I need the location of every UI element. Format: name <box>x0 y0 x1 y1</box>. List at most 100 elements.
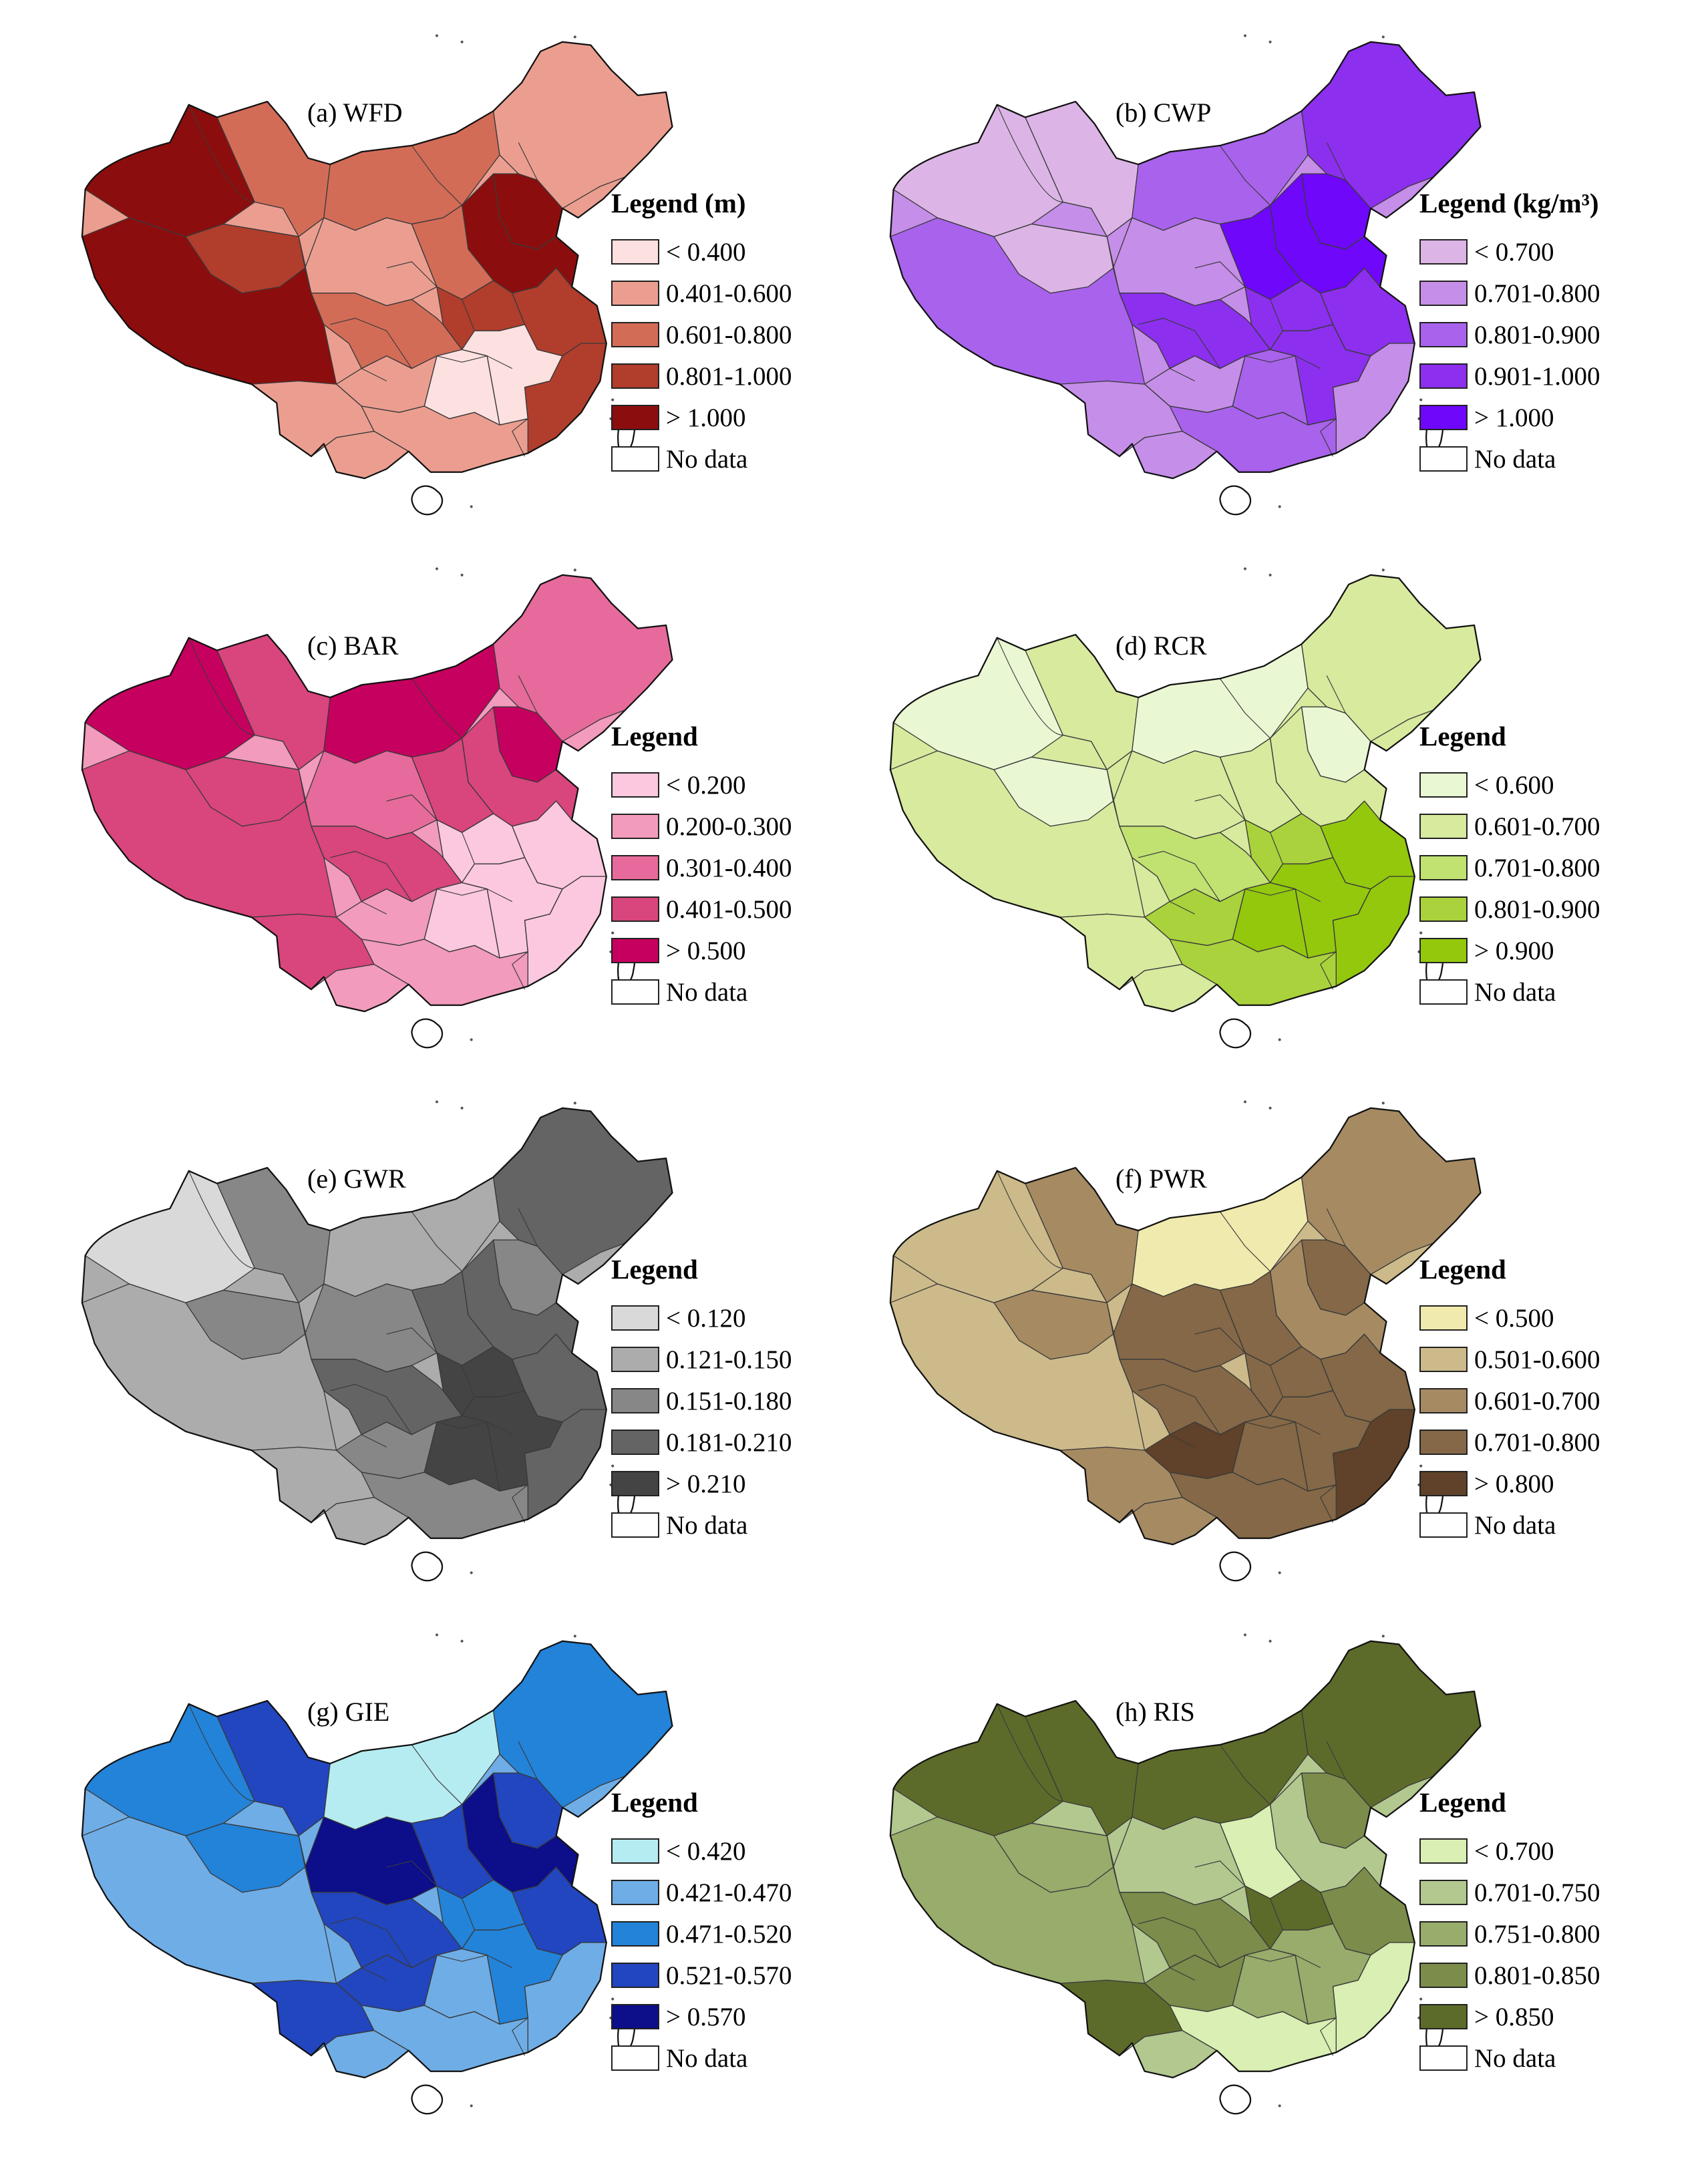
map-panel-d: (d) RCR Legend < 0.600 0.601-0.700 0.701-0.8… <box>828 546 1650 1081</box>
country-outline <box>81 1107 673 1546</box>
province-border <box>1119 2030 1217 2056</box>
legend-swatch <box>611 855 659 880</box>
province-border <box>493 1773 538 1849</box>
legend-item: 0.601-0.700 <box>1419 806 1600 847</box>
province-border <box>1106 1303 1196 1448</box>
legend-swatch <box>611 1430 659 1455</box>
island-dot <box>573 35 576 39</box>
legend-label: 0.401-0.500 <box>666 894 792 924</box>
province-border <box>423 939 528 959</box>
province-border <box>493 1240 538 1316</box>
legend-item: 0.501-0.600 <box>1419 1339 1600 1380</box>
legend-item-no-data: No data <box>1419 971 1600 1013</box>
map-panel-c: (c) BAR Legend < 0.200 0.200-0.300 0.301-0.4… <box>20 546 842 1081</box>
province-border <box>1301 111 1346 181</box>
province-border <box>1163 1359 1246 1385</box>
legend-swatch <box>1419 1880 1468 1905</box>
province-border <box>1106 1836 1196 1981</box>
legend-label: < 0.400 <box>666 237 746 267</box>
legend-swatch <box>611 938 659 963</box>
province-border <box>1144 1450 1233 1479</box>
province-border <box>411 1211 462 1272</box>
legend-label: No data <box>1474 444 1556 474</box>
legend-item: < 0.700 <box>1419 231 1600 273</box>
province-border <box>1119 1497 1217 1523</box>
legend-swatch <box>1419 1512 1468 1538</box>
map-panel-b: (b) CWP Legend (kg/m³) < 0.700 0.701-0.800 0… <box>828 13 1650 548</box>
legend-label: 0.471-0.520 <box>666 1919 792 1949</box>
province-border <box>493 1177 538 1247</box>
legend-swatch <box>611 1347 659 1372</box>
legend-label: > 0.500 <box>666 936 746 965</box>
province-border <box>1244 1886 1296 1956</box>
hainan-island <box>411 485 444 516</box>
legend-swatch <box>1419 1347 1468 1372</box>
province-border <box>512 293 582 357</box>
island-dot <box>1419 1997 1423 2001</box>
province-border <box>1194 794 1246 820</box>
island-dot <box>470 2104 473 2108</box>
province-border <box>937 750 1133 770</box>
legend-label: < 0.500 <box>1474 1303 1554 1333</box>
province-border <box>462 1804 556 1893</box>
province-border <box>423 1422 438 1473</box>
map-legend: Legend (m) < 0.400 0.401-0.600 0.601-0.800 0… <box>611 187 792 480</box>
province-border <box>298 770 387 914</box>
province-border <box>188 104 299 237</box>
legend-item-no-data: No data <box>611 1504 792 1546</box>
province-border <box>386 261 438 287</box>
map-title: (b) CWP <box>1116 98 1212 128</box>
legend-item: < 0.420 <box>611 1830 792 1872</box>
legend-label: 0.701-0.750 <box>1474 1878 1600 1907</box>
legend-item: 0.701-0.800 <box>1419 273 1600 314</box>
map-title: (d) RCR <box>1116 631 1207 661</box>
legend-item: 0.471-0.520 <box>611 1913 792 1955</box>
province-border <box>462 1271 556 1360</box>
legend-label: 0.151-0.180 <box>666 1386 792 1415</box>
province-border <box>129 1283 325 1303</box>
province-border <box>1132 737 1270 764</box>
legend-swatch <box>1419 1963 1468 1988</box>
legend-title: Legend <box>1419 721 1506 752</box>
province-border <box>1219 678 1270 739</box>
province-border <box>386 1327 438 1353</box>
province-border <box>462 299 525 331</box>
province-border <box>1270 1804 1365 1893</box>
province-border <box>1295 888 1309 959</box>
province-border <box>1232 939 1337 959</box>
china-map-b <box>889 34 1482 516</box>
province-border <box>1106 236 1196 381</box>
province-border <box>1244 820 1296 890</box>
province-border <box>298 236 387 381</box>
province-border <box>1320 1359 1390 1423</box>
legend-swatch <box>611 896 659 922</box>
legend-swatch <box>611 2004 659 2029</box>
legend-swatch <box>611 1512 659 1538</box>
legend-item: < 0.120 <box>611 1297 792 1339</box>
map-title: (a) WFD <box>307 98 403 128</box>
island-dot <box>470 1038 473 1041</box>
province-border <box>1332 888 1371 952</box>
legend-swatch <box>611 1963 659 1988</box>
province-border <box>1232 1472 1337 1492</box>
legend-title: Legend <box>611 1254 698 1285</box>
map-legend: Legend < 0.500 0.501-0.600 0.601-0.700 0.701… <box>1419 1253 1600 1546</box>
island-dot <box>573 1635 576 1638</box>
province-border <box>386 794 438 820</box>
province-border <box>411 1744 462 1805</box>
province-border <box>355 293 438 319</box>
province-border <box>512 826 582 890</box>
china-map-h <box>889 1633 1482 2115</box>
legend-swatch <box>1419 2004 1468 2029</box>
province-border <box>1320 1892 1390 1956</box>
legend-label: 0.751-0.800 <box>1474 1919 1600 1949</box>
province-border <box>436 287 488 357</box>
legend-label: > 0.210 <box>666 1469 746 1498</box>
province-border <box>1132 1271 1270 1297</box>
island-dot <box>1243 1100 1247 1104</box>
legend-item: < 0.200 <box>611 764 792 806</box>
island-dot <box>1381 568 1385 572</box>
map-panel-e: (e) GWR Legend < 0.120 0.121-0.150 0.151-0.1… <box>20 1079 842 1614</box>
legend-label: < 0.600 <box>1474 770 1554 800</box>
province-border <box>537 1302 556 1316</box>
